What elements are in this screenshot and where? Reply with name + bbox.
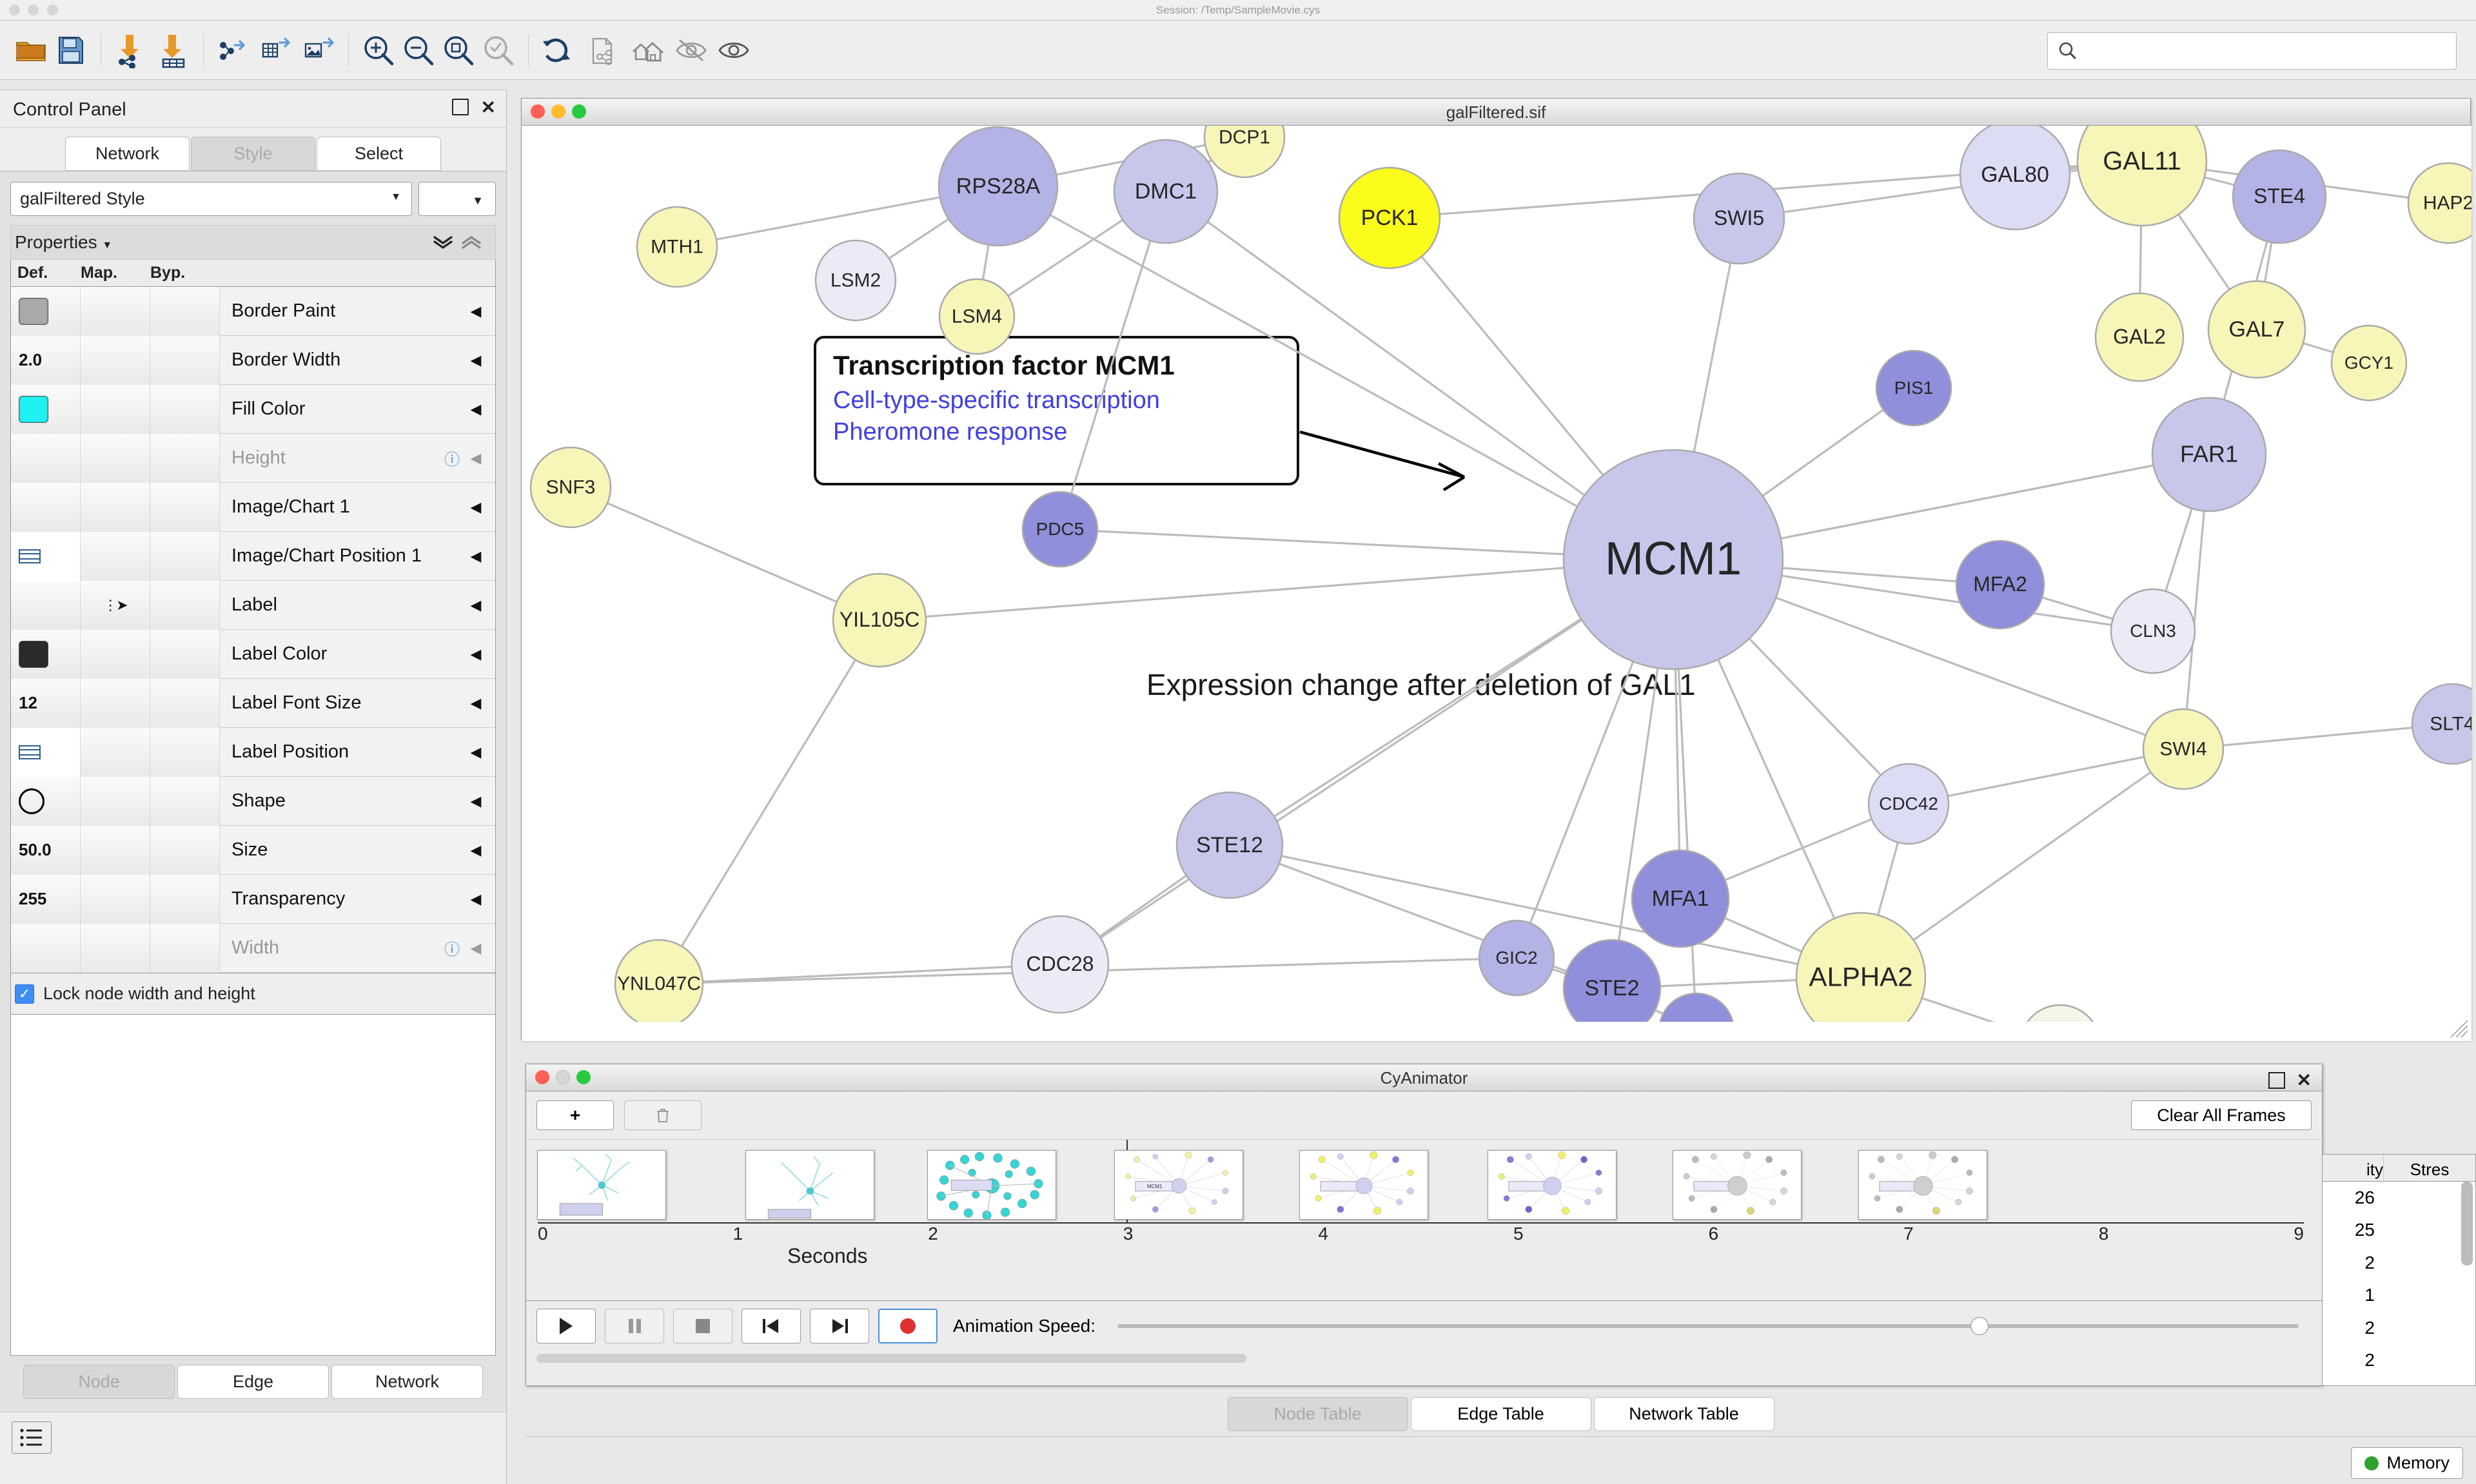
svg-text:ALPHA2: ALPHA2 xyxy=(1809,961,1912,991)
svg-text:BAR1: BAR1 xyxy=(1673,1020,1720,1022)
svg-text:GAL7: GAL7 xyxy=(2229,317,2285,342)
svg-text:GAL80: GAL80 xyxy=(1981,162,2049,187)
svg-text:DCP1: DCP1 xyxy=(1219,127,1270,148)
svg-text:MCM1: MCM1 xyxy=(1147,1184,1163,1189)
svg-text:GCY1: GCY1 xyxy=(2344,353,2393,373)
svg-text:PDC5: PDC5 xyxy=(1036,519,1085,539)
svg-text:STE2: STE2 xyxy=(1584,976,1639,1001)
svg-text:MTH1: MTH1 xyxy=(651,237,703,258)
svg-text:RPS28A: RPS28A xyxy=(956,174,1041,199)
svg-text:YNL047C: YNL047C xyxy=(617,973,701,995)
svg-text:SWI5: SWI5 xyxy=(1714,206,1764,229)
svg-text:SNF3: SNF3 xyxy=(546,477,596,498)
svg-text:DMC1: DMC1 xyxy=(1135,179,1197,204)
svg-text:MFA2: MFA2 xyxy=(1973,572,2027,596)
svg-text:GIC2: GIC2 xyxy=(1495,948,1537,968)
svg-text:FAR1: FAR1 xyxy=(2180,441,2238,467)
svg-text:PIS1: PIS1 xyxy=(1894,378,1934,398)
svg-text:MCM1: MCM1 xyxy=(1605,533,1742,585)
svg-text:HAP2: HAP2 xyxy=(2423,193,2471,214)
svg-text:STE4: STE4 xyxy=(2254,184,2305,208)
svg-text:SLT4: SLT4 xyxy=(2430,714,2471,735)
svg-text:CDC42: CDC42 xyxy=(1879,794,1938,814)
svg-text:CLN3: CLN3 xyxy=(2130,621,2176,641)
svg-text:SWI4: SWI4 xyxy=(2159,739,2206,760)
svg-text:GAL11: GAL11 xyxy=(2103,147,2181,175)
svg-text:YIL105C: YIL105C xyxy=(840,608,920,631)
svg-text:PCK1: PCK1 xyxy=(1361,206,1419,230)
svg-text:STE12: STE12 xyxy=(1196,833,1263,857)
svg-text:LSM2: LSM2 xyxy=(830,270,881,291)
svg-text:LSM4: LSM4 xyxy=(952,306,1002,327)
svg-text:MFA1: MFA1 xyxy=(1652,886,1709,911)
svg-text:GAL2: GAL2 xyxy=(2113,325,2166,348)
svg-text:CDC28: CDC28 xyxy=(1027,952,1094,975)
